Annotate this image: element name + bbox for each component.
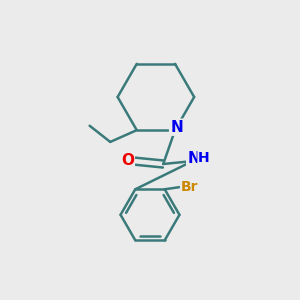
Text: O: O xyxy=(121,153,134,168)
Text: Br: Br xyxy=(181,180,199,194)
Text: H: H xyxy=(198,151,210,165)
Text: N: N xyxy=(187,151,200,166)
Text: N: N xyxy=(170,120,183,135)
